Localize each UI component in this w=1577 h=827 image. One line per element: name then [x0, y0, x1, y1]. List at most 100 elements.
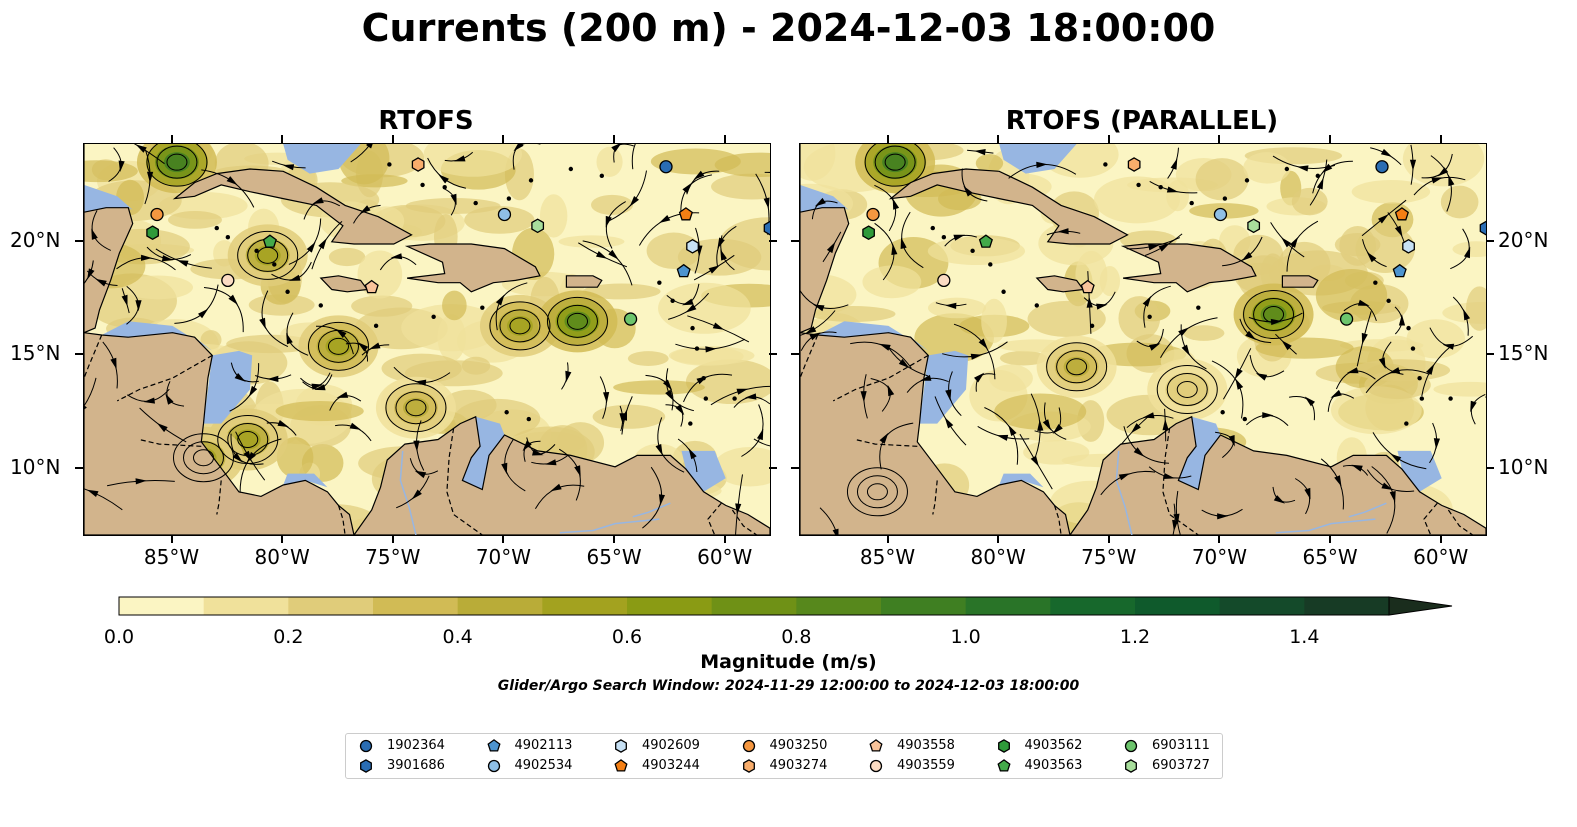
streamline-arrow — [1357, 299, 1370, 306]
map-panel-rtofs[interactable] — [83, 143, 771, 536]
legend-marker[interactable] — [869, 739, 883, 752]
legend-item: 4902113 — [485, 737, 610, 755]
legend-marker[interactable] — [997, 739, 1010, 753]
lon-tick-bottom — [723, 535, 726, 543]
speed-patch — [670, 346, 744, 366]
float-marker-1902364[interactable] — [659, 160, 673, 174]
legend-marker[interactable] — [996, 759, 1011, 772]
map-canvas-right[interactable] — [800, 144, 1486, 535]
float-marker-4902609[interactable] — [1402, 238, 1415, 254]
map-panel-rtofs-parallel[interactable] — [799, 143, 1487, 536]
float-marker-6903111[interactable] — [1339, 312, 1354, 326]
lon-tick-top — [281, 135, 284, 143]
small-island — [254, 248, 259, 254]
streamline-arrow — [1241, 251, 1253, 261]
small-island — [1406, 325, 1411, 331]
streamline-arrow — [349, 422, 362, 430]
legend-marker[interactable] — [1125, 759, 1137, 773]
streamline-arrow — [177, 260, 189, 267]
legend-item: 6903111 — [1122, 737, 1247, 755]
float-marker-4903274[interactable] — [411, 157, 425, 172]
streamline-arrow — [1170, 158, 1178, 170]
small-island — [506, 196, 512, 201]
legend-marker[interactable] — [486, 739, 501, 752]
legend-marker[interactable] — [614, 759, 628, 772]
float-marker-6903727[interactable] — [1247, 218, 1261, 234]
streamline-arrow — [501, 462, 508, 475]
legend-marker[interactable] — [742, 739, 755, 753]
float-marker-4903559[interactable] — [937, 273, 951, 288]
lat-tick-label: 15°N — [1498, 341, 1549, 366]
legend-marker[interactable] — [1124, 739, 1138, 753]
streamline-arrow — [1321, 163, 1333, 173]
legend-item: 4902534 — [485, 757, 610, 775]
float-marker-4902609[interactable] — [686, 238, 699, 254]
legend-marker[interactable] — [487, 759, 500, 773]
float-marker-4902113[interactable] — [1392, 263, 1407, 278]
lon-tick-bottom — [886, 535, 889, 543]
float-marker-4903244[interactable] — [1394, 207, 1409, 221]
float-marker-4903559[interactable] — [221, 273, 235, 288]
hexagon-marker-icon — [360, 759, 372, 773]
float-marker-4903244[interactable] — [678, 207, 693, 221]
eddy-streamline — [192, 449, 214, 467]
venezuela-shelf — [1178, 416, 1221, 490]
eddy-streamline — [1263, 305, 1285, 323]
eddy — [227, 224, 308, 287]
float-marker-4902113[interactable] — [676, 263, 691, 278]
float-marker-4902534[interactable] — [1213, 207, 1228, 222]
small-island — [568, 166, 574, 172]
float-marker-4903250[interactable] — [866, 207, 880, 222]
legend-marker[interactable] — [360, 759, 372, 773]
float-marker-3901686[interactable] — [763, 220, 770, 236]
float-marker-4903250[interactable] — [150, 207, 164, 222]
small-island — [732, 396, 737, 401]
streamline-arrow — [1273, 495, 1285, 504]
legend-marker[interactable] — [359, 739, 373, 753]
streamline-arrow — [234, 373, 246, 382]
float-marker-4903558[interactable] — [1080, 279, 1095, 294]
legend-item: 4902609 — [612, 737, 737, 755]
small-island — [599, 173, 605, 179]
lon-tick-top — [1107, 135, 1110, 143]
colorbar-segment — [965, 597, 1051, 615]
float-marker-1902364[interactable] — [1375, 160, 1389, 174]
legend-item: 3901686 — [357, 757, 482, 775]
legend-marker[interactable] — [615, 739, 627, 753]
speed-patch — [711, 173, 770, 200]
river — [632, 502, 671, 518]
eddy — [537, 290, 618, 353]
streamline-arrow — [574, 465, 581, 477]
streamline-arrow — [87, 489, 99, 497]
float-marker-4903562[interactable] — [146, 225, 159, 241]
map-canvas-left[interactable] — [84, 144, 770, 535]
float-marker-4903563[interactable] — [262, 234, 277, 248]
lon-tick-top — [170, 135, 173, 143]
speed-patch — [381, 353, 462, 384]
legend-marker[interactable] — [742, 759, 755, 773]
small-island — [1419, 396, 1425, 401]
float-marker-4903274[interactable] — [1127, 157, 1141, 172]
legend-label: 4902113 — [514, 738, 573, 753]
float-marker-4903563[interactable] — [978, 234, 993, 248]
streamline-arrow — [118, 160, 125, 172]
streamline-arrow — [1096, 303, 1108, 310]
lon-tick-top — [1439, 135, 1442, 143]
lon-tick-top — [391, 135, 394, 143]
small-island — [1136, 182, 1141, 188]
float-marker-4903558[interactable] — [364, 279, 379, 294]
streamline-arrow — [314, 384, 326, 391]
colorbar-tick-label: 1.4 — [1289, 626, 1320, 648]
float-marker-6903727[interactable] — [531, 218, 545, 234]
float-marker-4902534[interactable] — [497, 207, 512, 222]
legend-marker[interactable] — [869, 759, 883, 773]
float-marker-6903111[interactable] — [623, 312, 638, 326]
float-marker-3901686[interactable] — [1479, 220, 1486, 236]
streamline-arrow — [1448, 174, 1455, 187]
speed-patch — [592, 404, 666, 429]
streamline-arrow — [1346, 367, 1359, 374]
central-america-land — [800, 144, 1071, 535]
float-marker-4903562[interactable] — [862, 225, 875, 241]
streamline-arrow — [1366, 251, 1377, 263]
eddy — [1147, 358, 1228, 421]
